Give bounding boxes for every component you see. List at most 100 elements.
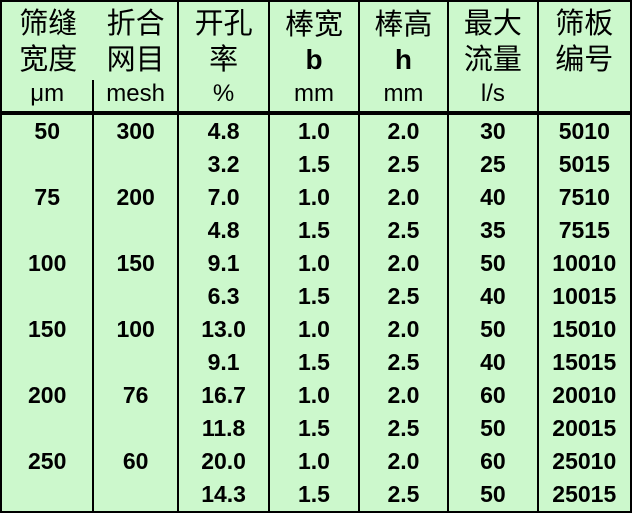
table-cell	[2, 214, 95, 247]
table-cell: 16.7	[179, 379, 271, 412]
column-title-line2: 率	[209, 43, 239, 76]
table-cell: 150	[94, 247, 179, 280]
table-row: 75 200 7.0 1.0 2.0 40 7510	[2, 181, 630, 214]
table-row: 150 100 13.0 1.0 2.0 50 15010	[2, 313, 630, 346]
table-cell: 50	[2, 115, 95, 148]
table-cell: 13.0	[179, 313, 271, 346]
table-cell: 200	[94, 181, 179, 214]
column-unit: mesh	[106, 80, 165, 107]
table-cell: 7.0	[179, 181, 271, 214]
table-cell: 3.2	[179, 148, 271, 181]
column-unit: mm	[383, 80, 424, 107]
table-row: 50 300 4.8 1.0 2.0 30 5010	[2, 115, 630, 148]
table-cell: 14.3	[179, 478, 271, 511]
table-cell: 50	[449, 247, 539, 280]
column-title-symbol-h: h	[394, 44, 412, 75]
table-body: 50 300 4.8 1.0 2.0 30 5010 3.2 1.5 2.5 25 5015 75 200…	[2, 115, 630, 511]
table-cell: 60	[449, 445, 539, 478]
table-cell: 200	[2, 379, 95, 412]
table-cell: 1.0	[270, 247, 360, 280]
table-cell: 2.0	[360, 445, 450, 478]
table-cell: 50	[449, 313, 539, 346]
column-unit	[539, 80, 630, 111]
column-title-line1: 最大	[463, 7, 522, 40]
table-cell: 15015	[552, 349, 617, 375]
column-header-max-flow: 最大 流量 l/s	[449, 2, 539, 111]
table-cell: 1.5	[270, 346, 360, 379]
column-title-line2: 宽度	[19, 43, 78, 76]
table-cell: 50	[449, 412, 539, 445]
column-header-bar-width: 棒宽 b mm	[270, 2, 360, 111]
table-cell: 1.5	[270, 214, 360, 247]
table-cell: 2.0	[360, 181, 450, 214]
table-cell: 2.5	[360, 412, 450, 445]
table-cell: 2.5	[360, 280, 450, 313]
table-cell: 20015	[552, 415, 617, 441]
column-title: 开孔 率	[179, 2, 268, 80]
column-unit: l/s	[480, 80, 505, 107]
column-unit: mm	[294, 80, 334, 107]
column-title: 筛缝 宽度	[2, 2, 94, 80]
table-row: 200 76 16.7 1.0 2.0 60 20010	[2, 379, 630, 412]
column-title-line1: 筛缝	[19, 7, 78, 40]
table-cell	[2, 346, 95, 379]
table-cell: 75	[2, 181, 95, 214]
table-cell: 100	[2, 247, 95, 280]
table-cell: 50	[449, 478, 539, 511]
table-row: 250 60 20.0 1.0 2.0 60 25010	[2, 445, 630, 478]
table-cell: 1.5	[270, 280, 360, 313]
table-cell: 4.8	[179, 115, 271, 148]
column-title-line2: 网目	[106, 43, 165, 76]
column-title: 棒宽 b	[270, 2, 357, 80]
table-cell: 25015	[552, 481, 617, 507]
table-row: 6.3 1.5 2.5 40 10015	[2, 280, 630, 313]
table-cell	[2, 478, 95, 511]
table-cell: 10010	[552, 250, 617, 276]
table-cell	[94, 478, 179, 511]
table-row: 11.8 1.5 2.5 50 20015	[2, 412, 630, 445]
table-cell: 1.5	[270, 412, 360, 445]
table-cell: 1.5	[270, 148, 360, 181]
table-cell: 100	[94, 313, 179, 346]
column-unit: %	[212, 80, 235, 107]
table-cell: 6.3	[179, 280, 271, 313]
table-header: 筛缝 宽度 μm 折合 网目 mesh 开孔 率 % 棒宽 b mm	[2, 2, 630, 115]
table-cell: 1.0	[270, 313, 360, 346]
table-cell	[2, 148, 95, 181]
table-row: 9.1 1.5 2.5 40 15015	[2, 346, 630, 379]
column-header-mesh: 折合 网目 mesh	[94, 2, 179, 111]
table-cell: 7515	[558, 217, 610, 243]
column-title-line1: 开孔	[194, 7, 253, 40]
column-title-line2: 编号	[555, 43, 614, 76]
table-cell: 1.0	[270, 445, 360, 478]
column-title-line1: 筛板	[555, 7, 614, 40]
table-cell: 150	[2, 313, 95, 346]
column-header-bar-height: 棒高 h mm	[360, 2, 450, 111]
column-title-line1: 棒高	[374, 9, 433, 41]
column-header-slot-width: 筛缝 宽度 μm	[2, 2, 95, 111]
table-cell	[94, 412, 179, 445]
column-header-open-area: 开孔 率 %	[179, 2, 271, 111]
column-title: 棒高 h	[360, 2, 447, 80]
table-cell: 2.0	[360, 313, 450, 346]
table-cell: 60	[94, 445, 179, 478]
table-cell: 76	[94, 379, 179, 412]
table-row: 14.3 1.5 2.5 50 25015	[2, 478, 630, 511]
table-cell: 25010	[552, 448, 617, 474]
table-cell: 40	[449, 181, 539, 214]
table-cell: 35	[449, 214, 539, 247]
table-cell: 4.8	[179, 214, 271, 247]
table-cell: 300	[94, 115, 179, 148]
table-cell: 1.0	[270, 379, 360, 412]
table-cell: 30	[449, 115, 539, 148]
column-title: 折合 网目	[94, 2, 176, 80]
table-row: 4.8 1.5 2.5 35 7515	[2, 214, 630, 247]
column-title-symbol-b: b	[305, 44, 323, 75]
column-title-line2: 流量	[463, 43, 522, 76]
table-cell: 2.5	[360, 214, 450, 247]
table-cell: 20010	[552, 382, 617, 408]
table-cell: 20.0	[179, 445, 271, 478]
table-cell: 2.0	[360, 247, 450, 280]
table-cell	[94, 280, 179, 313]
table-row: 100 150 9.1 1.0 2.0 50 10010	[2, 247, 630, 280]
